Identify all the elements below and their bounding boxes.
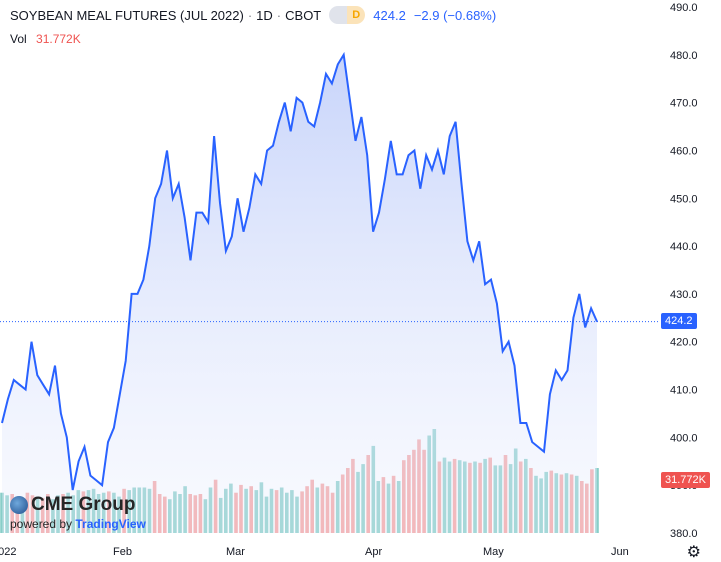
market-status-pill[interactable]: D <box>329 6 366 24</box>
price-area-fill <box>2 54 597 534</box>
x-tick-label: Apr <box>365 546 382 558</box>
y-tick-label: 480.0 <box>670 50 698 62</box>
volume-axis-tag: 31.772K <box>661 472 710 488</box>
price-axis-tag: 424.2 <box>661 312 697 329</box>
y-tick-label: 450.0 <box>670 193 698 205</box>
y-tick-label: 410.0 <box>670 385 698 397</box>
cme-logo: CME Group <box>10 494 146 516</box>
price-line <box>1 51 598 491</box>
powered-by: powered by TradingView <box>10 517 146 531</box>
x-tick-label: May <box>483 546 504 558</box>
watermark-logo: CME Group powered by TradingView <box>10 494 146 531</box>
status-dot-icon <box>329 6 348 24</box>
y-tick-label: 490.0 <box>670 2 698 14</box>
separator: · <box>276 7 282 23</box>
delayed-data-badge: D <box>347 6 366 24</box>
y-tick-label: 440.0 <box>670 241 698 253</box>
cme-brand-text: CME Group <box>31 494 136 515</box>
separator: · <box>247 7 253 23</box>
x-tick-label: 2022 <box>0 546 16 558</box>
volume-label: Vol <box>10 32 27 46</box>
exchange-label: CBOT <box>285 7 322 23</box>
price-change-value: −2.9 (−0.68%) <box>413 7 497 23</box>
volume-legend: Vol 31.772K <box>10 32 81 46</box>
symbol-title[interactable]: SOYBEAN MEAL FUTURES (JUL 2022) <box>10 7 244 23</box>
y-tick-label: 420.0 <box>670 337 698 349</box>
y-tick-label: 430.0 <box>670 289 698 301</box>
powered-by-text: powered by <box>10 517 73 531</box>
y-tick-label: 460.0 <box>670 146 698 158</box>
volume-value: 31.772K <box>36 32 81 46</box>
x-tick-label: Mar <box>226 546 245 558</box>
y-tick-label: 400.0 <box>670 432 698 444</box>
y-tick-label: 380.0 <box>670 528 698 540</box>
tradingview-text: TradingView <box>75 517 146 531</box>
interval-label[interactable]: 1D <box>256 7 273 23</box>
y-axis[interactable]: 380.0390.0400.0410.0420.0430.0440.0450.0… <box>670 2 698 540</box>
globe-icon <box>10 496 28 514</box>
x-tick-label: Feb <box>113 546 132 558</box>
chart-header: SOYBEAN MEAL FUTURES (JUL 2022) · 1D · C… <box>10 6 496 24</box>
x-axis[interactable]: 2022 Feb Mar Apr May Jun <box>0 546 629 558</box>
x-tick-label: Jun <box>611 546 629 558</box>
last-price-value: 424.2 <box>373 7 406 23</box>
y-tick-label: 470.0 <box>670 98 698 110</box>
settings-gear-icon[interactable]: ⚙ <box>686 544 701 561</box>
